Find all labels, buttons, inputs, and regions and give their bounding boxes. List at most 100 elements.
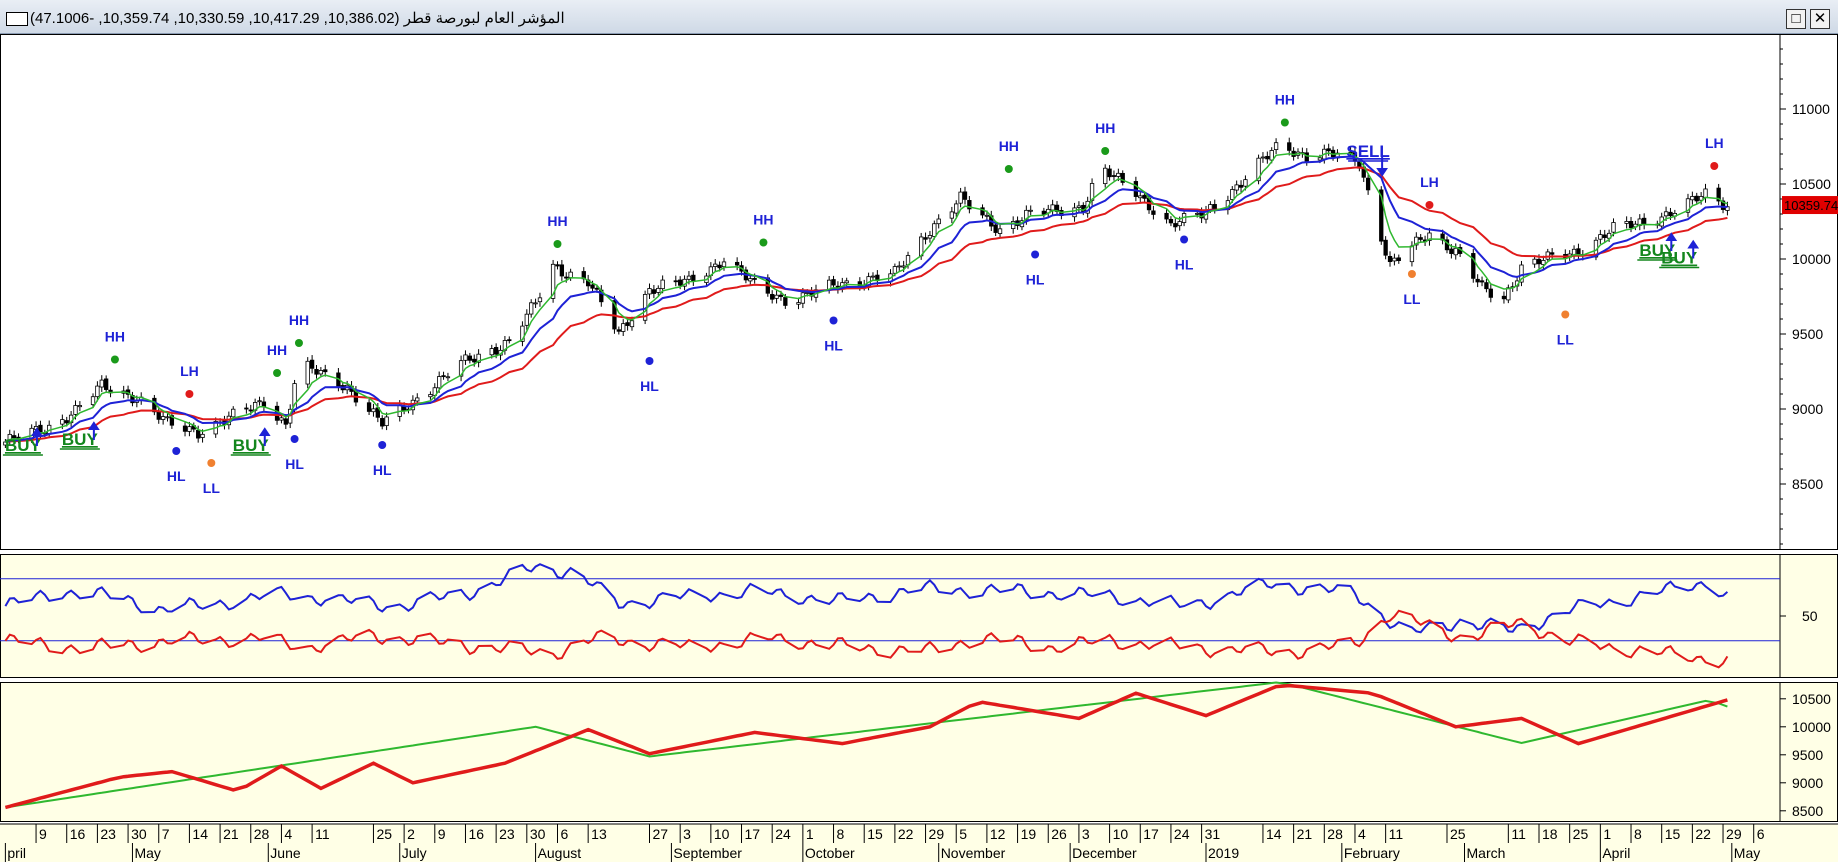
time-tick-label: 12 bbox=[990, 826, 1006, 842]
candle-body bbox=[476, 353, 481, 363]
window-title: المؤشر العام لبورصة قطر (10,386.02, 10,4… bbox=[30, 10, 565, 27]
candle-body bbox=[1716, 187, 1721, 202]
candle-body bbox=[870, 275, 876, 278]
time-tick-label: 11 bbox=[1511, 826, 1526, 842]
candle-body bbox=[1598, 234, 1603, 240]
candle-body bbox=[64, 420, 69, 424]
candle-body bbox=[1230, 189, 1235, 200]
candle-body bbox=[95, 385, 100, 398]
candle-body bbox=[463, 354, 468, 361]
pivot-dot bbox=[273, 369, 282, 377]
pivot-dot bbox=[829, 316, 838, 325]
time-tick-label: 17 bbox=[1143, 826, 1159, 842]
candle-body bbox=[1116, 172, 1121, 177]
last-price-badge bbox=[1782, 196, 1838, 215]
time-tick-label: 14 bbox=[192, 826, 208, 842]
candle-body bbox=[555, 264, 560, 267]
candle-body bbox=[1484, 282, 1489, 290]
time-tick-label: 4 bbox=[1358, 826, 1366, 842]
month-label: April bbox=[1602, 845, 1630, 861]
candle-body bbox=[279, 417, 284, 421]
candle-body bbox=[60, 419, 65, 425]
lower-y-tick-label: 10500 bbox=[1792, 691, 1831, 707]
candle-body bbox=[1694, 195, 1699, 202]
lower-panel: 8500 9000 9500 10000 10500 bbox=[4, 681, 1831, 819]
pivot-dot bbox=[1425, 201, 1434, 209]
candle-body bbox=[616, 329, 621, 332]
buy-arrow-icon bbox=[258, 427, 271, 446]
ema-fast-line bbox=[5, 152, 1728, 443]
pivot-dot bbox=[378, 441, 387, 449]
pivot-label: LL bbox=[1557, 332, 1575, 348]
candle-body bbox=[897, 265, 902, 268]
price-y-tick-label: 10000 bbox=[1792, 251, 1831, 267]
buy-arrow-icon bbox=[1687, 239, 1700, 259]
candle-body bbox=[997, 228, 1003, 234]
candle-body bbox=[783, 297, 788, 306]
candle-body bbox=[805, 292, 810, 294]
candle-body bbox=[1418, 237, 1423, 240]
candle-body bbox=[647, 288, 652, 295]
candle-body bbox=[1602, 234, 1607, 238]
time-tick-label: 16 bbox=[468, 826, 484, 842]
candle-body bbox=[428, 394, 433, 398]
candle-body bbox=[1532, 258, 1537, 265]
candle-body bbox=[1212, 204, 1217, 210]
pivot-label: HL bbox=[1026, 272, 1045, 288]
time-tick-label: 25 bbox=[1573, 826, 1589, 842]
candle-body bbox=[1479, 280, 1485, 283]
candle-body bbox=[1050, 204, 1055, 211]
window-icon[interactable] bbox=[6, 12, 28, 26]
time-tick-label: 5 bbox=[959, 826, 967, 842]
lower-y-tick-label: 9000 bbox=[1792, 775, 1823, 791]
price-y-tick-label: 10500 bbox=[1792, 176, 1831, 192]
pivot-dot bbox=[207, 459, 216, 467]
candle-body bbox=[1177, 221, 1182, 227]
time-tick-label: 31 bbox=[1205, 826, 1221, 842]
candle-body bbox=[1663, 211, 1669, 217]
candle-body bbox=[77, 405, 83, 408]
candle-body bbox=[1549, 252, 1555, 255]
candle-body bbox=[721, 261, 727, 268]
time-tick-label: 9 bbox=[438, 826, 446, 842]
time-tick-label: 1 bbox=[806, 826, 814, 842]
candle-body bbox=[371, 408, 376, 413]
candle-body bbox=[524, 313, 529, 326]
time-tick-label: 24 bbox=[775, 826, 791, 842]
candle-body bbox=[1317, 157, 1323, 161]
close-button[interactable]: ✕ bbox=[1810, 9, 1830, 29]
candle-body bbox=[734, 261, 740, 266]
candle-body bbox=[1519, 264, 1524, 283]
month-label: May bbox=[134, 845, 160, 861]
candle-body bbox=[1076, 205, 1082, 208]
candle-body bbox=[1541, 260, 1546, 266]
month-label: August bbox=[538, 845, 582, 861]
candle-body bbox=[1471, 253, 1476, 279]
candle-body bbox=[1624, 221, 1629, 224]
time-tick-label: 29 bbox=[1726, 826, 1742, 842]
candle-body bbox=[831, 279, 836, 286]
time-tick-label: 22 bbox=[898, 826, 914, 842]
candle-body bbox=[1326, 148, 1331, 152]
candle-body bbox=[529, 302, 534, 315]
candle-body bbox=[187, 426, 192, 432]
pivot-label: HH bbox=[1275, 92, 1295, 108]
time-tick-label: 18 bbox=[1542, 826, 1558, 842]
time-tick-label: 23 bbox=[499, 826, 515, 842]
pivot-label: LL bbox=[1403, 291, 1421, 307]
time-tick-label: 4 bbox=[284, 826, 292, 842]
time-tick-label: 25 bbox=[376, 826, 392, 842]
lower-panel-bg bbox=[0, 682, 1838, 822]
month-label: July bbox=[402, 845, 427, 861]
candle-body bbox=[1365, 177, 1371, 191]
buy-signal-label: BUY bbox=[5, 436, 42, 455]
time-tick-label: 16 bbox=[70, 826, 86, 842]
candle-body bbox=[1698, 196, 1704, 201]
maximize-button[interactable]: □ bbox=[1786, 9, 1806, 29]
pivot-label: HL bbox=[640, 378, 659, 394]
time-tick-label: 3 bbox=[683, 826, 691, 842]
candle-body bbox=[1685, 198, 1691, 213]
candle-body bbox=[1234, 184, 1239, 191]
candle-body bbox=[1107, 168, 1112, 178]
candle-body bbox=[1243, 179, 1248, 187]
